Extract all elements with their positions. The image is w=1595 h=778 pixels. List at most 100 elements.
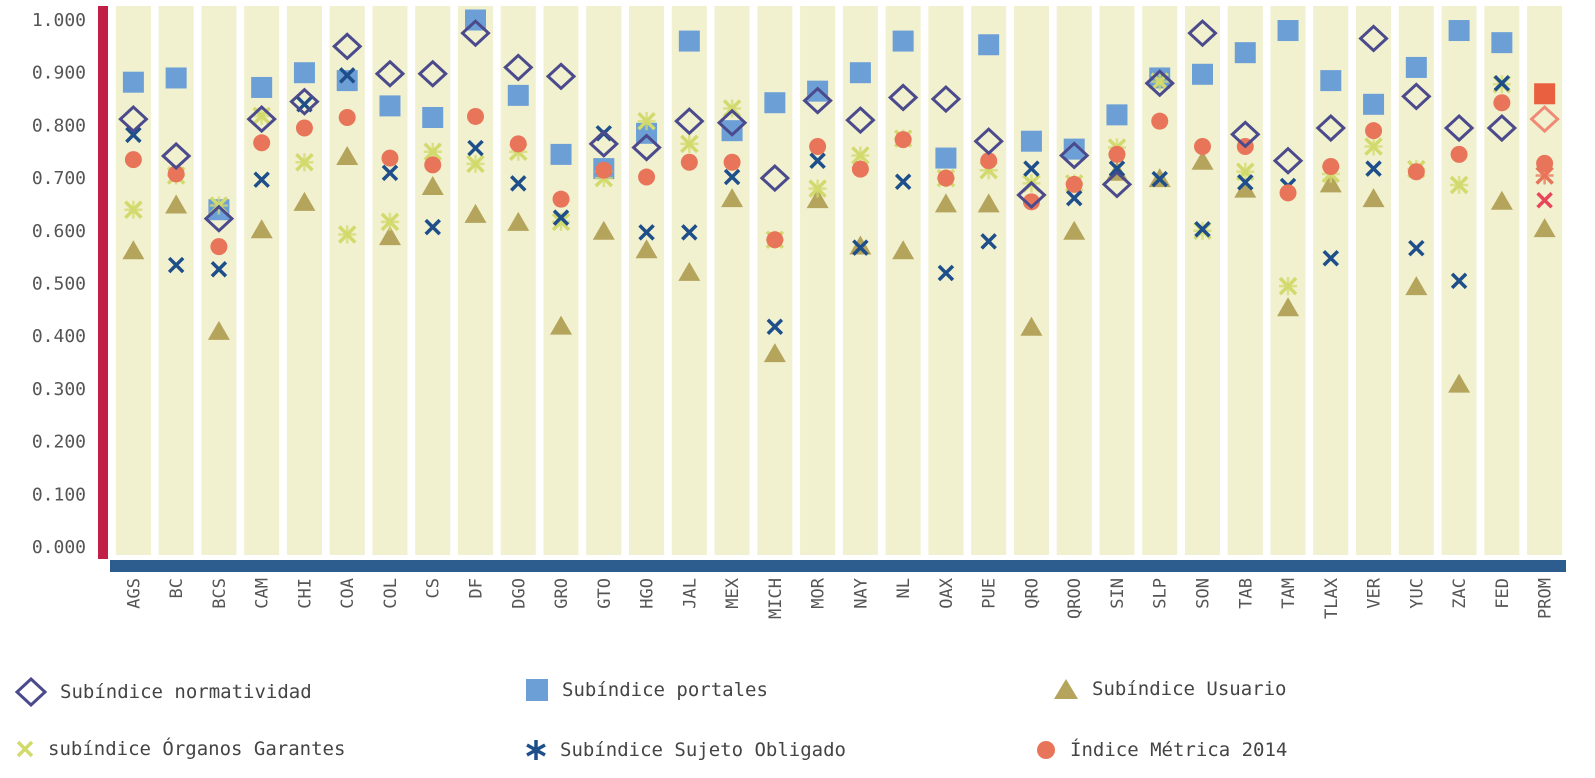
square-shape	[722, 120, 743, 141]
square-shape	[1021, 131, 1042, 152]
column-band	[886, 6, 921, 555]
x-tick-label: GRO	[552, 578, 572, 609]
square-shape	[1106, 104, 1127, 125]
data-point-circle	[937, 170, 954, 187]
data-point-circle	[424, 156, 441, 173]
data-point-square	[422, 107, 443, 128]
data-point-circle	[595, 162, 612, 179]
data-point-x	[253, 107, 271, 125]
x-tick-label: TAM	[1279, 578, 1299, 609]
circle-shape	[895, 131, 912, 148]
data-point-x	[1365, 137, 1383, 155]
y-tick-label: 0.900	[32, 63, 86, 84]
data-point-circle	[339, 109, 356, 126]
data-point-x	[809, 180, 827, 198]
data-point-circle	[1066, 176, 1083, 193]
data-point-circle	[1108, 146, 1125, 163]
data-point-square	[1235, 42, 1256, 63]
column-band	[1099, 6, 1134, 555]
circle-shape	[681, 154, 698, 171]
x-tick-label: SIN	[1108, 578, 1128, 609]
data-point-square	[1449, 20, 1470, 41]
data-point-x	[338, 225, 356, 243]
data-point-x	[680, 135, 698, 153]
circle-shape	[1536, 155, 1553, 172]
circle-shape	[381, 150, 398, 167]
circle-shape	[766, 231, 783, 248]
x-tick-label: FED	[1493, 578, 1513, 609]
circle-shape	[553, 191, 570, 208]
data-point-square	[551, 144, 572, 165]
x-axis: AGS BC BCS CAM CHI COA COL CS DF DGO GRO GTO HGO JAL M…	[110, 560, 1566, 619]
data-point-square	[935, 148, 956, 169]
y-tick-label: 0.500	[32, 274, 86, 295]
x-tick-label: OAX	[937, 577, 957, 608]
square-shape	[251, 77, 272, 98]
column-band	[757, 6, 792, 555]
square-shape	[1320, 70, 1341, 91]
data-point-square	[294, 62, 315, 83]
x-tick-label: BC	[167, 578, 187, 598]
x-tick-label: TAB	[1236, 578, 1256, 609]
circle-shape	[937, 170, 954, 187]
data-point-circle	[1493, 94, 1510, 111]
x-tick-label: GTO	[595, 578, 615, 609]
data-point-circle	[1408, 163, 1425, 180]
data-point-x	[1279, 277, 1297, 295]
data-point-square	[1363, 94, 1384, 115]
data-point-circle	[1451, 146, 1468, 163]
x-tick-label: NAY	[851, 578, 871, 609]
data-point-square	[1278, 20, 1299, 41]
data-point-square	[1192, 64, 1213, 85]
square-shape	[1363, 94, 1384, 115]
circle-shape	[1365, 122, 1382, 139]
x-tick-label: BCS	[210, 578, 230, 609]
circle-shape	[1151, 113, 1168, 130]
circle-shape	[1108, 146, 1125, 163]
circle-shape	[809, 138, 826, 155]
data-point-square	[807, 81, 828, 102]
column-band	[415, 6, 450, 555]
data-point-square	[1021, 131, 1042, 152]
circle-shape	[210, 238, 227, 255]
square-shape	[850, 62, 871, 83]
y-tick-label: 0.200	[32, 432, 86, 453]
data-point-circle	[1322, 158, 1339, 175]
x-tick-label: CHI	[295, 578, 315, 609]
y-tick-label: 1.000	[32, 10, 86, 31]
data-point-x	[381, 213, 399, 231]
data-point-circle	[1194, 138, 1211, 155]
x-tick-label: MEX	[723, 577, 743, 608]
x-tick-label: CS	[424, 578, 444, 598]
data-point-square	[1106, 104, 1127, 125]
square-shape	[422, 107, 443, 128]
circle-shape	[125, 151, 142, 168]
column-band	[1014, 6, 1049, 555]
data-point-x	[467, 155, 485, 173]
x-tick-label: DGO	[509, 578, 529, 609]
x-tick-label: CAM	[253, 578, 273, 609]
y-axis: 0.000 0.100 0.200 0.300 0.400 0.500 0.600 0.700…	[32, 6, 108, 559]
x-tick-label: QROO	[1065, 578, 1085, 619]
x-axis-line	[110, 560, 1566, 572]
column-band	[843, 6, 878, 555]
data-point-x	[295, 153, 313, 171]
x-tick-label: ZAC	[1450, 578, 1470, 609]
column-band	[458, 6, 493, 555]
circle-shape	[1322, 158, 1339, 175]
data-point-square	[379, 95, 400, 116]
column-band	[629, 6, 664, 555]
data-point-circle	[253, 134, 270, 151]
data-point-square	[1491, 32, 1512, 53]
data-point-circle	[1536, 155, 1553, 172]
x-tick-label: MICH	[766, 578, 786, 619]
data-point-circle	[681, 154, 698, 171]
square-shape	[551, 144, 572, 165]
column-band	[971, 6, 1006, 555]
square-shape	[893, 31, 914, 52]
square-shape	[166, 67, 187, 88]
data-point-circle	[1365, 122, 1382, 139]
x-tick-label: COA	[338, 578, 358, 609]
y-tick-label: 0.300	[32, 379, 86, 400]
data-point-square	[1534, 83, 1555, 104]
